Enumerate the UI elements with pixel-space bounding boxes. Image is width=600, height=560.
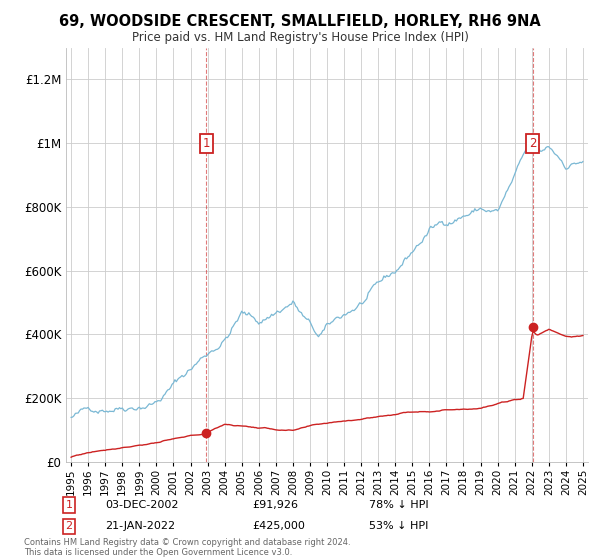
Text: £425,000: £425,000	[252, 521, 305, 531]
Text: 21-JAN-2022: 21-JAN-2022	[105, 521, 175, 531]
Text: 78% ↓ HPI: 78% ↓ HPI	[369, 500, 428, 510]
Text: 1: 1	[65, 500, 73, 510]
Text: Contains HM Land Registry data © Crown copyright and database right 2024.
This d: Contains HM Land Registry data © Crown c…	[24, 538, 350, 557]
Text: 1: 1	[202, 137, 210, 150]
Text: 03-DEC-2002: 03-DEC-2002	[105, 500, 179, 510]
Text: 2: 2	[529, 137, 536, 150]
Text: 53% ↓ HPI: 53% ↓ HPI	[369, 521, 428, 531]
Text: 2: 2	[65, 521, 73, 531]
Text: 69, WOODSIDE CRESCENT, SMALLFIELD, HORLEY, RH6 9NA: 69, WOODSIDE CRESCENT, SMALLFIELD, HORLE…	[59, 14, 541, 29]
Text: £91,926: £91,926	[252, 500, 298, 510]
Text: Price paid vs. HM Land Registry's House Price Index (HPI): Price paid vs. HM Land Registry's House …	[131, 31, 469, 44]
